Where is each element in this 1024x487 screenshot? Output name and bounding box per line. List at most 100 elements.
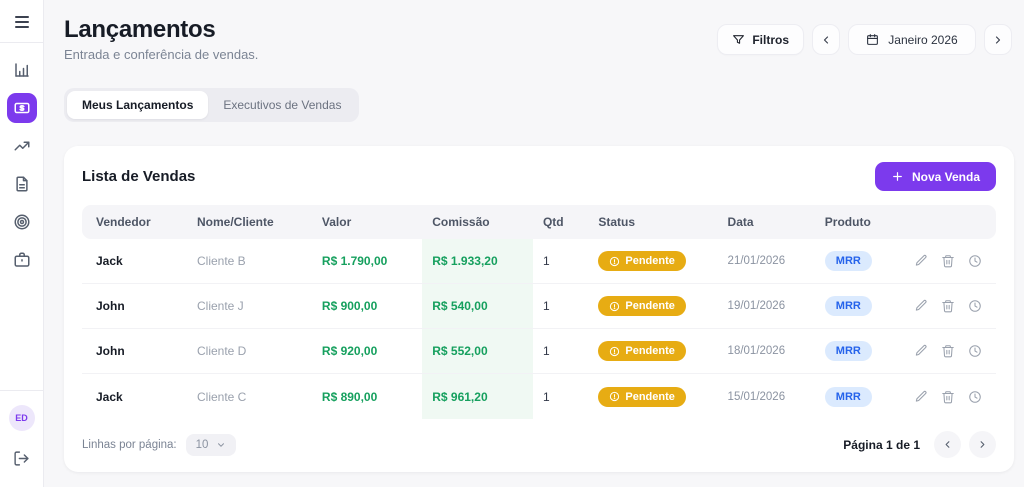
next-month-button[interactable] [984,24,1012,55]
cell-comissao: R$ 552,00 [422,329,533,374]
alert-circle-icon [609,391,620,402]
page-subtitle: Entrada e conferência de vendas. [64,47,259,62]
cell-status: Pendente [588,284,718,329]
history-icon[interactable] [968,344,982,358]
status-badge: Pendente [598,296,686,316]
period-selector[interactable]: Janeiro 2026 [848,24,976,55]
logout-button[interactable] [7,443,37,473]
next-page-button[interactable] [969,431,996,458]
rows-per-page-select[interactable]: 10 [185,433,237,456]
table-body: Jack Cliente B R$ 1.790,00 R$ 1.933,20 1 Pend… [82,239,996,419]
bar-chart-icon [13,61,31,79]
edit-icon[interactable] [914,299,928,313]
cell-actions [904,329,996,374]
column-header-valor: Valor [311,205,423,239]
delete-icon[interactable] [941,254,955,268]
column-header-vendedor: Vendedor [82,205,187,239]
chevron-right-icon [992,34,1004,46]
cell-produto: MRR [814,329,904,374]
chevron-left-icon [942,439,953,450]
delete-icon[interactable] [941,299,955,313]
menu-toggle-button[interactable] [11,12,33,32]
cell-cliente: Cliente B [186,239,312,284]
edit-icon[interactable] [914,254,928,268]
cell-vendedor: Jack [96,389,123,404]
cell-status: Pendente [588,239,718,284]
cell-vendedor: John [82,329,187,374]
logout-icon [13,450,30,467]
cell-comissao: R$ 540,00 [422,284,533,329]
history-icon[interactable] [968,254,982,268]
chevron-down-icon [216,440,226,450]
chevron-left-icon [820,34,832,46]
product-badge: MRR [824,251,872,271]
tab-meus-lancamentos[interactable]: Meus Lançamentos [67,91,209,119]
cell-produto: MRR [814,239,904,284]
sidebar-item-metas[interactable] [7,207,37,237]
cell-comissao: R$ 961,20 [422,374,533,419]
cell-qtd: 1 [532,329,589,374]
cell-qtd: 1 [542,389,550,404]
sidebar-divider [0,390,44,391]
sidebar-item-lancamentos[interactable] [6,93,37,123]
cell-valor: R$ 900,00 [311,284,423,329]
status-badge: Pendente [598,341,686,361]
cell-data: 18/01/2026 [717,329,815,374]
briefcase-icon [13,251,31,269]
filters-button[interactable]: Filtros [717,24,804,55]
cell-valor: R$ 890,00 [321,389,378,404]
cell-produto: MRR [814,284,904,329]
cell-qtd: 1 [532,284,589,329]
history-icon[interactable] [968,299,982,313]
sidebar-item-performance[interactable] [7,131,37,161]
cell-valor: R$ 1.790,00 [311,239,423,284]
delete-icon[interactable] [941,344,955,358]
main-content: Lançamentos Entrada e conferência de ven… [44,0,1024,472]
history-icon[interactable] [968,390,982,404]
table-header-row: Vendedor Nome/Cliente Valor Comissão Qtd… [82,205,996,239]
sidebar-item-relatorios[interactable] [7,169,37,199]
cell-status: Pendente [588,374,717,419]
sidebar: ED [0,0,44,487]
cell-actions [904,239,996,284]
column-header-produto: Produto [814,205,904,239]
filter-funnel-icon [732,33,745,46]
cell-comissao: R$ 1.933,20 [422,239,533,284]
status-badge: Pendente [598,386,686,407]
avatar[interactable]: ED [8,405,35,431]
plus-icon [891,170,904,183]
product-badge: MRR [824,386,872,407]
document-icon [13,175,31,193]
edit-icon[interactable] [914,344,928,358]
alert-circle-icon [609,346,620,357]
cell-valor: R$ 920,00 [311,329,423,374]
table-row: John Cliente J R$ 900,00 R$ 540,00 1 Pendente… [82,284,996,329]
view-tabs: Meus Lançamentos Executivos de Vendas [64,88,360,122]
sidebar-item-produtos[interactable] [7,245,37,275]
cell-cliente: Cliente D [186,329,312,374]
previous-page-button[interactable] [934,431,961,458]
page-indicator: Página 1 de 1 [843,437,920,452]
sidebar-item-dashboard[interactable] [7,55,37,85]
period-label: Janeiro 2026 [888,32,958,47]
cell-cliente: Cliente J [186,284,312,329]
cell-actions [904,374,996,419]
status-badge: Pendente [598,251,686,271]
rows-per-page-value: 10 [195,438,209,451]
cell-qtd: 1 [532,239,589,284]
tab-executivos-de-vendas[interactable]: Executivos de Vendas [223,98,342,112]
edit-icon[interactable] [914,390,928,404]
sidebar-divider [0,42,44,43]
table-row: Jack Cliente C R$ 890,00 R$ 961,20 1 Pendente… [82,374,996,419]
alert-circle-icon [609,301,620,312]
rows-per-page-label: Linhas por página: [82,438,177,451]
page-title: Lançamentos [64,16,216,43]
new-sale-button[interactable]: Nova Venda [874,162,996,191]
sales-table: Vendedor Nome/Cliente Valor Comissão Qtd… [82,205,996,419]
cell-vendedor: Jack [82,239,187,284]
delete-icon[interactable] [941,390,955,404]
previous-month-button[interactable] [812,24,840,55]
cell-data: 19/01/2026 [717,284,815,329]
product-badge: MRR [824,296,872,316]
cell-actions [904,284,996,329]
